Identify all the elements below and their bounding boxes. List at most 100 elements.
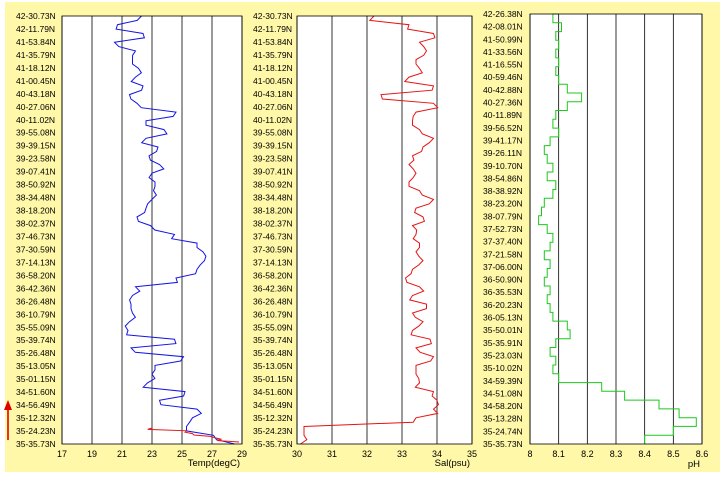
x-tick-label: 8.2 (581, 449, 594, 459)
latitude-label: 41-53.84N (253, 37, 293, 47)
latitude-label: 42-08.01N (483, 22, 523, 32)
latitude-label: 35-01.15N (253, 374, 293, 384)
x-tick-label: 31 (327, 449, 337, 459)
x-tick-label: 17 (57, 449, 67, 459)
latitude-label: 35-23.03N (483, 350, 523, 360)
plot-border (296, 15, 473, 445)
latitude-label: 34-56.49N (253, 400, 293, 410)
latitude-label: 35-35.73N (483, 439, 523, 449)
latitude-label: 39-39.15N (253, 141, 293, 151)
x-tick-label: 19 (87, 449, 97, 459)
latitude-label: 35-35.91N (483, 338, 523, 348)
latitude-label: 42-26.38N (483, 9, 523, 19)
x-tick-label: 8.1 (552, 449, 565, 459)
latitude-label: 34-58.20N (483, 401, 523, 411)
latitude-label: 36-42.36N (16, 283, 56, 293)
plot-border (61, 15, 243, 445)
latitude-label: 35-12.32N (253, 413, 293, 423)
latitude-label: 38-18.20N (253, 206, 293, 216)
x-tick-label: 21 (117, 449, 127, 459)
latitude-label: 35-13.28N (483, 414, 523, 424)
latitude-label: 39-07.41N (16, 167, 56, 177)
latitude-label: 35-13.05N (16, 361, 56, 371)
latitude-label: 38-50.92N (253, 180, 293, 190)
latitude-label: 37-21.58N (483, 249, 523, 259)
x-tick-label: 32 (362, 449, 372, 459)
latitude-label: 35-35.73N (16, 439, 56, 449)
latitude-label: 35-10.02N (483, 363, 523, 373)
latitude-label: 37-46.73N (253, 231, 293, 241)
latitude-label: 35-24.74N (483, 426, 523, 436)
latitude-label: 38-18.20N (16, 206, 56, 216)
latitude-label: 42-11.79N (16, 24, 55, 34)
x-axis-label: Temp(degC) (188, 458, 240, 469)
latitude-label: 34-59.39N (483, 376, 523, 386)
x-axis-label: Sal(psu) (435, 458, 470, 469)
latitude-label: 39-23.58N (16, 154, 56, 164)
profile-series-line (147, 427, 240, 443)
x-tick-label: 30 (292, 449, 302, 459)
latitude-label: 36-10.79N (16, 309, 56, 319)
latitude-label: 36-50.90N (483, 275, 523, 285)
profile-series-line (538, 13, 697, 444)
latitude-label: 39-23.58N (253, 154, 293, 164)
latitude-label: 41-53.84N (16, 37, 56, 47)
latitude-label: 38-23.20N (483, 199, 523, 209)
latitude-label: 35-26.48N (16, 348, 56, 358)
latitude-label: 39-07.41N (253, 167, 293, 177)
latitude-label: 39-55.08N (253, 128, 293, 138)
latitude-label: 40-11.02N (253, 115, 292, 125)
latitude-label: 35-39.74N (253, 335, 293, 345)
latitude-label: 39-41.17N (483, 135, 523, 145)
latitude-label: 38-02.37N (253, 219, 293, 229)
x-tick-label: 27 (207, 449, 217, 459)
x-tick-label: 8 (527, 449, 532, 459)
latitude-label: 38-07.79N (483, 211, 523, 221)
latitude-label: 38-54.86N (483, 173, 523, 183)
latitude-label: 37-30.59N (253, 244, 293, 254)
latitude-label: 35-13.05N (253, 361, 293, 371)
latitude-label: 36-35.53N (483, 287, 523, 297)
latitude-label: 40-27.36N (483, 98, 523, 108)
latitude-label: 34-51.08N (483, 388, 523, 398)
latitude-label: 39-26.11N (483, 148, 522, 158)
latitude-label: 36-20.23N (483, 300, 523, 310)
x-tick-label: 8.6 (696, 449, 709, 459)
latitude-label: 40-27.06N (253, 102, 293, 112)
latitude-label: 40-11.02N (16, 115, 55, 125)
x-tick-label: 34 (432, 449, 442, 459)
latitude-label: 36-26.48N (253, 296, 293, 306)
latitude-label: 37-37.40N (483, 237, 523, 247)
latitude-label: 36-10.79N (253, 309, 293, 319)
latitude-label: 36-05.13N (483, 313, 523, 323)
latitude-label: 38-02.37N (16, 219, 56, 229)
x-tick-label: 29 (237, 449, 247, 459)
latitude-label: 37-52.73N (483, 224, 523, 234)
latitude-label: 41-00.45N (253, 76, 293, 86)
latitude-label: 39-10.70N (483, 161, 523, 171)
x-tick-label: 8.5 (667, 449, 680, 459)
latitude-label: 39-55.08N (16, 128, 56, 138)
latitude-label: 41-18.12N (253, 63, 293, 73)
latitude-label: 36-58.20N (253, 270, 293, 280)
chart-panel-2: 30 31 32 33 34 35 42-30.73N 42-11.79N 41-53.84N 4… (253, 11, 477, 469)
latitude-label: 35-39.74N (16, 335, 56, 345)
latitude-label: 40-11.89N (483, 110, 522, 120)
latitude-label: 42-11.79N (253, 24, 292, 34)
latitude-label: 35-01.15N (16, 374, 56, 384)
latitude-label: 41-33.56N (483, 47, 523, 57)
chart-panel-1: 17 19 21 23 25 27 29 42-30.73N 42-11.79N 41-53.84… (16, 11, 247, 469)
latitude-label: 41-50.99N (483, 34, 523, 44)
profile-series-line (113, 15, 235, 445)
latitude-label: 36-26.48N (16, 296, 56, 306)
latitude-label: 42-30.73N (16, 11, 56, 21)
latitude-label: 35-55.09N (16, 322, 56, 332)
latitude-label: 41-16.55N (483, 60, 523, 70)
latitude-label: 38-34.48N (16, 193, 56, 203)
latitude-label: 34-51.60N (16, 387, 56, 397)
latitude-label: 35-26.48N (253, 348, 293, 358)
latitude-label: 37-46.73N (16, 231, 56, 241)
latitude-label: 36-58.20N (16, 270, 56, 280)
latitude-label: 42-30.73N (253, 11, 293, 21)
